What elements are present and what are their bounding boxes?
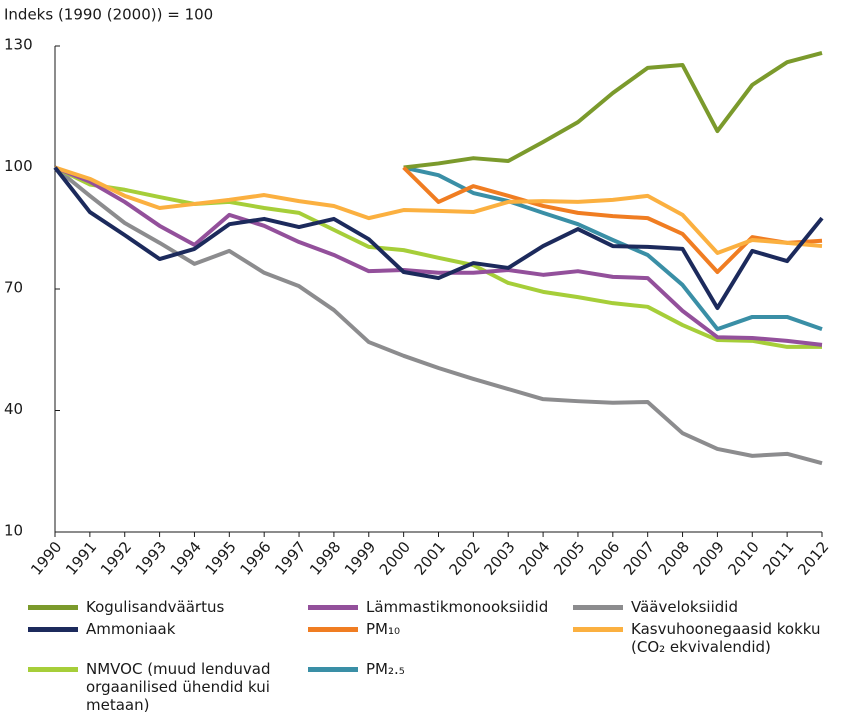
- legend-item: PM₂.₅: [308, 660, 573, 714]
- x-tick-label: 1990: [27, 538, 65, 579]
- legend: Kogulisandväärtus Lämmastikmonooksiidid Vä…: [28, 598, 848, 714]
- x-tick-label: 2001: [411, 538, 449, 579]
- x-tick-label: 1994: [167, 538, 205, 579]
- y-tick-label: 40: [4, 400, 23, 418]
- legend-label: PM₂.₅: [366, 660, 405, 678]
- series-line: [54, 165, 822, 349]
- legend-swatch: [28, 605, 78, 610]
- x-tick-label: 2002: [446, 538, 484, 579]
- x-tick-label: 2010: [724, 538, 762, 579]
- legend-label: Ammoniaak: [86, 620, 176, 638]
- y-tick-label: 100: [4, 157, 33, 175]
- y-tick-label: 130: [4, 36, 33, 54]
- x-tick-label: 1995: [201, 538, 239, 579]
- legend-label: Lämmastikmonooksiidid: [366, 598, 549, 616]
- x-tick-label: 1999: [341, 538, 379, 579]
- x-tick-label: 2011: [759, 538, 797, 579]
- series-line: [54, 165, 823, 347]
- legend-swatch: [28, 667, 78, 672]
- x-tick-label: 2009: [690, 538, 728, 579]
- x-tick-label: 2006: [585, 538, 623, 579]
- y-axis-title: Indeks (1990 (2000)) = 100: [4, 6, 213, 24]
- x-tick-label: 2007: [620, 538, 658, 579]
- series-line: [53, 166, 824, 311]
- series-line: [54, 165, 823, 255]
- x-tick-label: 2008: [655, 538, 693, 579]
- legend-label: PM₁₀: [366, 620, 401, 638]
- legend-swatch: [308, 627, 358, 632]
- series-line: [53, 165, 823, 466]
- legend-swatch: [28, 627, 78, 632]
- x-tick-label: 2005: [550, 538, 588, 579]
- legend-swatch: [308, 667, 358, 672]
- legend-item: NMVOC (muud lenduvad orgaanilised ühendi…: [28, 660, 308, 714]
- series-line: [403, 165, 823, 332]
- y-tick-label: 10: [4, 522, 23, 540]
- x-tick-label: 1991: [62, 538, 100, 579]
- legend-item: Lämmastikmonooksiidid: [308, 598, 573, 616]
- x-tick-label: 1997: [271, 538, 309, 579]
- series-line: [403, 50, 823, 170]
- legend-item: PM₁₀: [308, 620, 573, 656]
- y-tick-label: 70: [4, 279, 23, 297]
- x-tick-label: 2012: [794, 538, 832, 579]
- legend-label: NMVOC (muud lenduvad orgaanilised ühendi…: [86, 660, 271, 714]
- legend-swatch: [308, 605, 358, 610]
- x-tick-label: 2000: [376, 538, 414, 579]
- x-tick-label: 1996: [236, 538, 274, 579]
- x-tick-label: 1993: [132, 538, 170, 579]
- x-tick-label: 1998: [306, 538, 344, 579]
- legend-swatch: [573, 605, 623, 610]
- x-tick-label: 2004: [515, 538, 553, 579]
- legend-label: Vääveloksiidid: [631, 598, 738, 616]
- legend-item: Ammoniaak: [28, 620, 308, 656]
- legend-item: Vääveloksiidid: [573, 598, 848, 616]
- legend-item: Kogulisandväärtus: [28, 598, 308, 616]
- series-line: [402, 166, 823, 274]
- legend-swatch: [573, 627, 623, 632]
- x-tick-label: 1992: [97, 538, 135, 579]
- x-tick-label: 2003: [480, 538, 518, 579]
- legend-item: Kasvuhoonegaasid kokku (CO₂ ekvivalendid…: [573, 620, 848, 656]
- legend-label: Kasvuhoonegaasid kokku (CO₂ ekvivalendid…: [631, 620, 821, 656]
- legend-label: Kogulisandväärtus: [86, 598, 225, 616]
- chart: Indeks (1990 (2000)) = 100 10 40 70 100 130 1…: [4, 6, 833, 579]
